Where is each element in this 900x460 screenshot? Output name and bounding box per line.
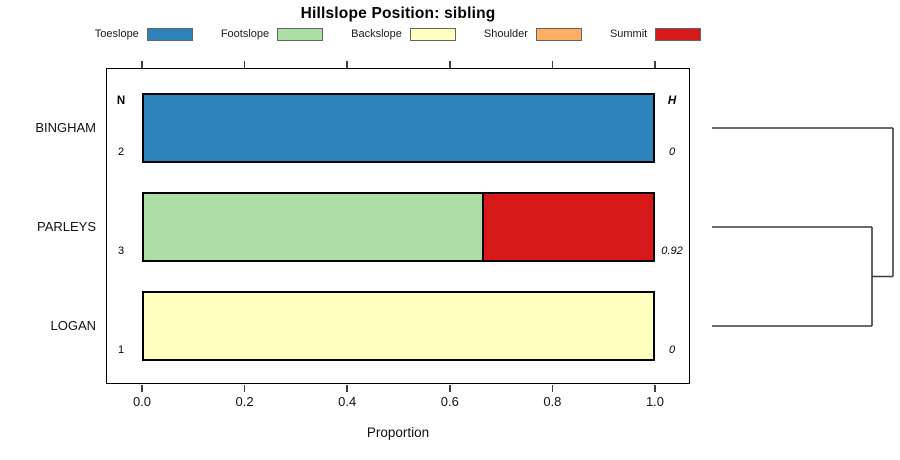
legend-swatch-backslope bbox=[409, 27, 456, 41]
x-axis-tick-top bbox=[346, 61, 348, 68]
legend-swatch-toeslope bbox=[146, 27, 193, 41]
h-value: 0 bbox=[668, 344, 676, 356]
legend-item-shoulder: Shoulder bbox=[483, 27, 582, 41]
x-axis-tick-label: 1.0 bbox=[645, 394, 665, 409]
h-value: 0 bbox=[668, 146, 676, 158]
x-axis-tick-label: 0.6 bbox=[440, 394, 459, 409]
legend-label: Backslope bbox=[351, 28, 402, 40]
chart-title: Hillslope Position: sibling bbox=[300, 5, 496, 22]
legend-label: Footslope bbox=[220, 28, 270, 40]
legend-swatch-shoulder bbox=[535, 27, 582, 41]
x-axis-tick bbox=[346, 384, 348, 392]
row-label-parleys: PARLEYS bbox=[36, 219, 96, 234]
x-axis-tick-label: 0.0 bbox=[132, 394, 152, 409]
h-value: 0.92 bbox=[661, 245, 683, 257]
row-label-logan: LOGAN bbox=[50, 318, 96, 333]
x-axis-tick-label: 0.8 bbox=[543, 394, 562, 409]
x-axis-tick bbox=[551, 384, 554, 392]
legend: Toeslope Footslope Backslope Shoulder Summit bbox=[0, 26, 796, 42]
bar-segment-toeslope bbox=[142, 93, 655, 163]
x-axis-tick-top bbox=[551, 61, 554, 68]
x-axis-tick bbox=[449, 384, 451, 392]
x-axis-tick-top bbox=[243, 61, 246, 68]
x-axis-tick-top bbox=[141, 61, 143, 68]
h-column-header: H bbox=[667, 95, 677, 107]
x-axis-tick-top bbox=[449, 61, 451, 68]
n-value: 3 bbox=[117, 245, 125, 257]
legend-swatch-footslope bbox=[277, 27, 324, 41]
legend-item-toeslope: Toeslope bbox=[94, 27, 193, 41]
x-axis-tick bbox=[654, 384, 656, 392]
plot-box bbox=[106, 68, 690, 384]
x-axis-tick-label: 0.2 bbox=[235, 394, 254, 409]
legend-label: Shoulder bbox=[483, 28, 528, 40]
x-axis-tick-top bbox=[654, 61, 656, 68]
legend-label: Toeslope bbox=[94, 28, 139, 40]
legend-swatch-summit bbox=[655, 27, 702, 41]
bar-segment-summit bbox=[482, 192, 655, 262]
legend-item-summit: Summit bbox=[609, 27, 702, 41]
n-value: 1 bbox=[117, 344, 125, 356]
bar-segment-backslope bbox=[142, 291, 655, 361]
legend-label: Summit bbox=[609, 28, 648, 40]
legend-item-backslope: Backslope bbox=[351, 27, 456, 41]
row-label-bingham: BINGHAM bbox=[35, 120, 96, 135]
n-value: 2 bbox=[117, 146, 125, 158]
x-axis-tick-label: 0.4 bbox=[338, 394, 357, 409]
n-column-header: N bbox=[116, 95, 126, 107]
legend-item-footslope: Footslope bbox=[220, 27, 324, 41]
x-axis-title: Proportion bbox=[366, 425, 430, 440]
x-axis-tick bbox=[243, 384, 246, 392]
bar-segment-footslope bbox=[142, 192, 485, 262]
x-axis-tick bbox=[141, 384, 143, 392]
